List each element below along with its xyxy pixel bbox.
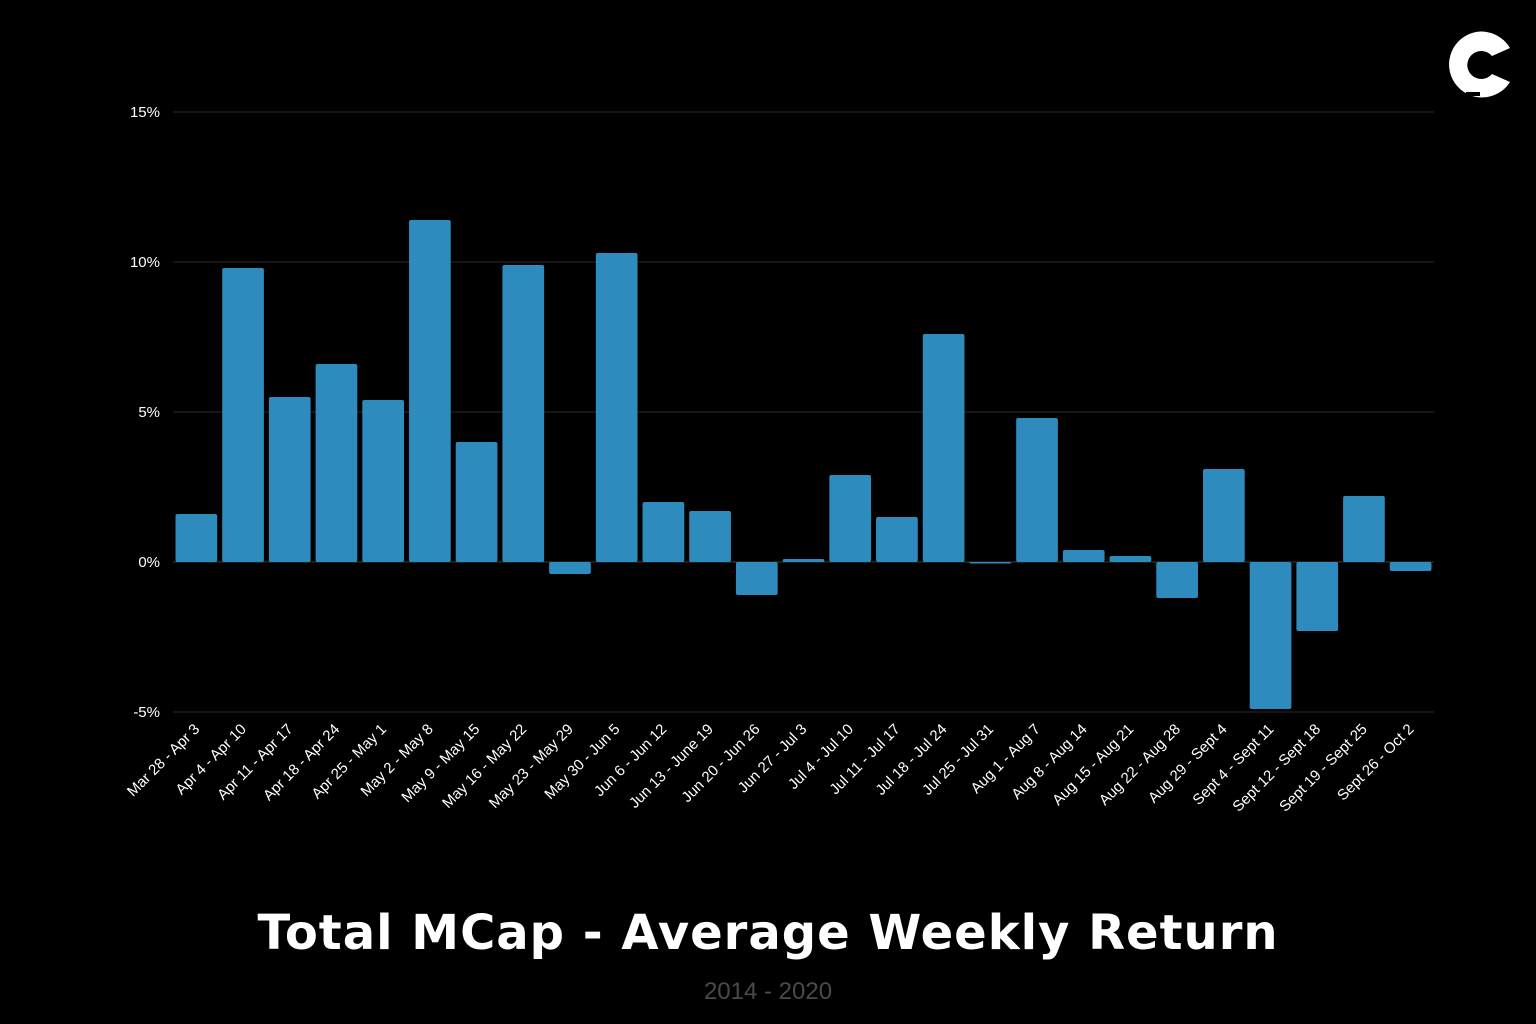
bar: [409, 220, 451, 562]
y-tick-label: 5%: [138, 404, 160, 421]
logo-c-icon: [1438, 31, 1510, 98]
bar: [1249, 562, 1292, 709]
x-tick-label: Sept 4 - Sept 11: [1189, 721, 1277, 809]
bars: [175, 220, 1432, 709]
y-tick-label: 15%: [130, 104, 160, 121]
bar: [782, 559, 825, 562]
bar: [1296, 562, 1339, 631]
bar: [1109, 556, 1152, 562]
bar: [642, 502, 685, 562]
x-tick-label: May 23 - May 29: [486, 721, 577, 812]
bar: [829, 475, 872, 562]
bar: [876, 517, 918, 562]
y-tick-label: 0%: [138, 554, 160, 571]
x-tick-label: Sept 12 - Sept 18: [1229, 721, 1324, 816]
bar: [1016, 418, 1058, 562]
x-tick-label: Aug 22 - Aug 28: [1096, 721, 1184, 809]
bar: [1202, 469, 1245, 562]
bar: [175, 514, 218, 562]
y-tick-label: 10%: [130, 254, 160, 271]
logo-notch-bottom: [1466, 92, 1480, 96]
bar: [549, 562, 591, 574]
bar: [1343, 496, 1385, 562]
bar: [595, 253, 638, 562]
gridlines: [173, 111, 1434, 713]
logo-notch-left: [1438, 58, 1448, 63]
bar: [222, 268, 264, 562]
bar: [689, 511, 731, 562]
bar: [735, 562, 778, 595]
logo-c-shape: [1449, 31, 1510, 98]
x-tick-label: May 16 - May 22: [439, 721, 530, 812]
bar: [268, 397, 311, 562]
chart-title: Total MCap - Average Weekly Return: [257, 905, 1279, 961]
bar: [969, 562, 1012, 564]
bar: [362, 400, 405, 562]
bar: [1062, 550, 1105, 562]
chart-subtitle: 2014 - 2020: [703, 978, 833, 1005]
bar: [1156, 562, 1198, 598]
x-tick-label: Aug 15 - Aug 21: [1049, 721, 1137, 809]
bar: [502, 265, 545, 562]
bar: [1389, 562, 1432, 571]
y-tick-label: -5%: [133, 704, 160, 721]
bar: [315, 364, 358, 562]
x-tick-label: Jun 13 - June 19: [626, 721, 717, 812]
x-tick-label: Sept 19 - Sept 25: [1276, 721, 1371, 816]
y-axis-ticks: 15% 10% 5% 0% -5%: [130, 104, 160, 721]
bar: [455, 442, 498, 562]
bar: [922, 334, 965, 562]
